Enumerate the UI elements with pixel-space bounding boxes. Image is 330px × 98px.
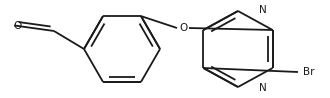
Text: O: O <box>179 23 187 33</box>
Text: Br: Br <box>303 67 314 77</box>
Text: O: O <box>14 21 22 31</box>
Text: N: N <box>259 5 267 15</box>
Text: N: N <box>259 83 267 93</box>
